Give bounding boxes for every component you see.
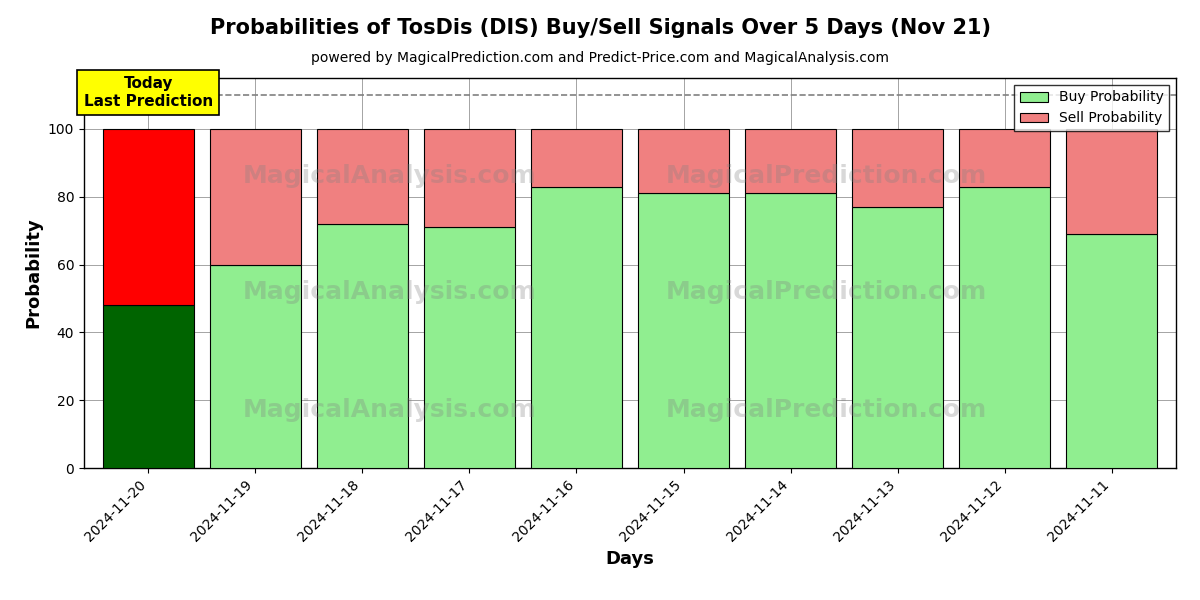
Text: MagicalPrediction.com: MagicalPrediction.com	[666, 163, 988, 187]
Bar	[959, 187, 1050, 468]
Bar	[638, 129, 730, 193]
Bar	[1067, 234, 1157, 468]
Text: Today
Last Prediction: Today Last Prediction	[84, 76, 212, 109]
Text: MagicalAnalysis.com: MagicalAnalysis.com	[242, 163, 536, 187]
Bar	[424, 227, 515, 468]
Bar	[852, 207, 943, 468]
Bar	[317, 129, 408, 224]
Legend: Buy Probability, Sell Probability: Buy Probability, Sell Probability	[1014, 85, 1169, 131]
Bar	[317, 224, 408, 468]
Text: MagicalPrediction.com: MagicalPrediction.com	[666, 280, 988, 304]
Bar	[424, 129, 515, 227]
Bar	[210, 129, 301, 265]
Bar	[210, 265, 301, 468]
Bar	[1067, 129, 1157, 234]
Bar	[530, 187, 622, 468]
Y-axis label: Probability: Probability	[24, 218, 42, 328]
Bar	[638, 193, 730, 468]
Bar	[530, 129, 622, 187]
Bar	[959, 129, 1050, 187]
Bar	[103, 129, 193, 305]
Text: MagicalAnalysis.com: MagicalAnalysis.com	[242, 398, 536, 421]
Text: Probabilities of TosDis (DIS) Buy/Sell Signals Over 5 Days (Nov 21): Probabilities of TosDis (DIS) Buy/Sell S…	[210, 18, 990, 38]
Bar	[745, 129, 836, 193]
Text: MagicalPrediction.com: MagicalPrediction.com	[666, 398, 988, 421]
Text: powered by MagicalPrediction.com and Predict-Price.com and MagicalAnalysis.com: powered by MagicalPrediction.com and Pre…	[311, 51, 889, 65]
Bar	[852, 129, 943, 207]
Bar	[745, 193, 836, 468]
Bar	[103, 305, 193, 468]
Text: MagicalAnalysis.com: MagicalAnalysis.com	[242, 280, 536, 304]
X-axis label: Days: Days	[606, 550, 654, 568]
